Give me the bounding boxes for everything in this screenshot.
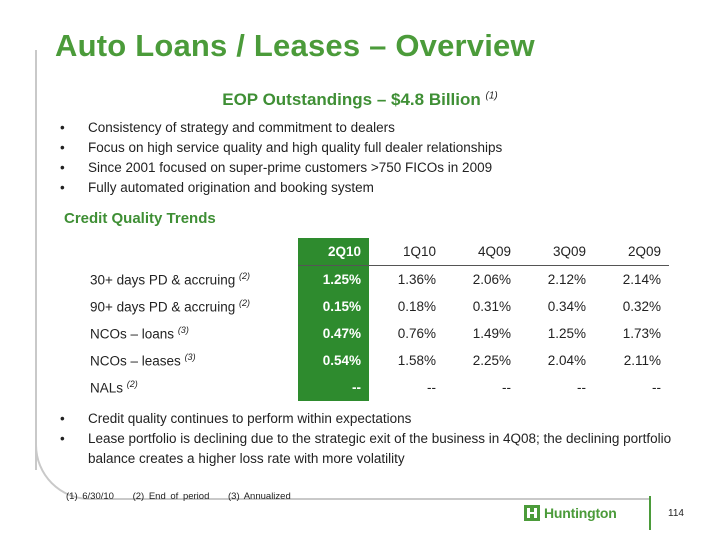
bullet-dot: •: [60, 160, 65, 175]
logo-text: Huntington: [544, 505, 617, 521]
table-cell: 2.14%: [622, 272, 661, 287]
table-row: 30+ days PD & accruing (2) 1.25% 1.36% 2…: [78, 265, 669, 294]
bullet-dot: •: [60, 120, 65, 135]
row-label-text: NCOs – loans: [90, 326, 175, 342]
table-cell: 0.54%: [298, 347, 369, 374]
table-cell: --: [502, 380, 511, 395]
logo-divider: [649, 496, 651, 530]
row-label-text: 90+ days PD & accruing: [90, 299, 236, 315]
subtitle-text: EOP Outstandings – $4.8 Billion: [222, 90, 481, 109]
table-row: NALs (2) -- -- -- -- --: [78, 374, 669, 401]
table-cell: 0.18%: [397, 299, 436, 314]
row-label: 30+ days PD & accruing (2): [78, 266, 298, 294]
bullet-item: • Focus on high service quality and high …: [60, 138, 690, 158]
row-label: NCOs – loans (3): [78, 320, 298, 347]
bullet-item: • Consistency of strategy and commitment …: [60, 118, 690, 138]
row-footnote-ref: (3): [177, 325, 189, 336]
table-cell: 0.76%: [397, 326, 436, 341]
row-label: NALs (2): [78, 374, 298, 401]
table-cell: 0.32%: [622, 299, 661, 314]
table-cell: 1.36%: [397, 272, 436, 287]
table-cell: 2.04%: [547, 353, 586, 368]
row-label: 90+ days PD & accruing (2): [78, 293, 298, 320]
bullet-item: • Lease portfolio is declining due to the…: [60, 429, 690, 469]
table-cell: --: [577, 380, 586, 395]
column-header: 2Q10: [298, 238, 369, 266]
row-label: NCOs – leases (3): [78, 347, 298, 374]
row-label-text: 30+ days PD & accruing: [90, 272, 236, 288]
huntington-logo: Huntington: [524, 505, 617, 521]
table-header-row: 2Q10 1Q10 4Q09 3Q09 2Q09: [78, 238, 669, 266]
header-spacer: [78, 238, 298, 266]
table-row: NCOs – leases (3) 0.54% 1.58% 2.25% 2.04…: [78, 347, 669, 374]
bullet-text: Consistency of strategy and commitment t…: [88, 120, 395, 135]
frame-left-line: [35, 50, 37, 470]
row-footnote-ref: (2): [238, 298, 250, 309]
column-header: 1Q10: [369, 238, 444, 266]
column-header: 4Q09: [444, 238, 519, 266]
table-row: NCOs – loans (3) 0.47% 0.76% 1.49% 1.25%…: [78, 320, 669, 347]
slide-subtitle: EOP Outstandings – $4.8 Billion (1): [0, 90, 720, 110]
row-label-text: NCOs – leases: [90, 353, 181, 369]
bullet-item: • Credit quality continues to perform wit…: [60, 409, 690, 429]
table-cell: 2.12%: [547, 272, 586, 287]
table-cell: 2.25%: [472, 353, 511, 368]
bullet-dot: •: [60, 180, 65, 195]
table-cell: 1.49%: [472, 326, 511, 341]
table-cell: 1.58%: [397, 353, 436, 368]
bullet-item: • Since 2001 focused on super-prime custo…: [60, 158, 690, 178]
bullet-dot: •: [60, 431, 65, 446]
footnotes: (1) 6/30/10 (2) End of period (3) Annual…: [66, 491, 305, 502]
row-label-text: NALs: [90, 380, 124, 396]
subtitle-footnote-ref: (1): [485, 90, 498, 102]
page-number: 114: [668, 508, 684, 519]
footnote: (1) 6/30/10: [66, 491, 114, 502]
table-cell: 0.15%: [298, 293, 369, 320]
column-header: 2Q09: [594, 238, 669, 266]
table-cell: --: [652, 380, 661, 395]
table-cell: 1.73%: [622, 326, 661, 341]
bullet-list-bottom: • Credit quality continues to perform wit…: [60, 409, 690, 469]
table-cell: --: [298, 374, 369, 401]
table-cell: 0.47%: [298, 320, 369, 347]
footnote: (2) End of period: [132, 491, 210, 502]
bullet-text: Focus on high service quality and high q…: [88, 140, 503, 155]
bullet-item: • Fully automated origination and booking…: [60, 178, 690, 198]
bullet-dot: •: [60, 411, 65, 426]
bullet-text: Credit quality continues to perform with…: [88, 411, 412, 426]
credit-quality-table: 2Q10 1Q10 4Q09 3Q09 2Q09 30+ days PD & a…: [78, 238, 669, 401]
bullet-text: Lease portfolio is declining due to the …: [88, 431, 672, 466]
bullet-text: Fully automated origination and booking …: [88, 180, 374, 195]
section-heading: Credit Quality Trends: [64, 210, 216, 227]
table-cell: 0.34%: [547, 299, 586, 314]
row-footnote-ref: (2): [238, 271, 250, 281]
table-cell: --: [427, 380, 436, 395]
table-cell: 2.11%: [623, 353, 661, 368]
footnote: (3) Annualized: [228, 491, 291, 502]
row-footnote-ref: (3): [184, 352, 196, 363]
bullet-text: Since 2001 focused on super-prime custom…: [88, 160, 493, 175]
huntington-logo-icon: [524, 505, 540, 521]
table-row: 90+ days PD & accruing (2) 0.15% 0.18% 0…: [78, 293, 669, 320]
bullet-dot: •: [60, 140, 65, 155]
table-cell: 2.06%: [472, 272, 511, 287]
bullet-list-top: • Consistency of strategy and commitment …: [60, 118, 690, 198]
row-footnote-ref: (2): [126, 379, 138, 390]
column-header: 3Q09: [519, 238, 594, 266]
table-cell: 1.25%: [547, 326, 586, 341]
table-cell: 0.31%: [472, 299, 511, 314]
frame-bottom-line: [90, 498, 650, 500]
slide-title: Auto Loans / Leases – Overview: [55, 28, 535, 63]
table-cell: 1.25%: [298, 265, 369, 293]
